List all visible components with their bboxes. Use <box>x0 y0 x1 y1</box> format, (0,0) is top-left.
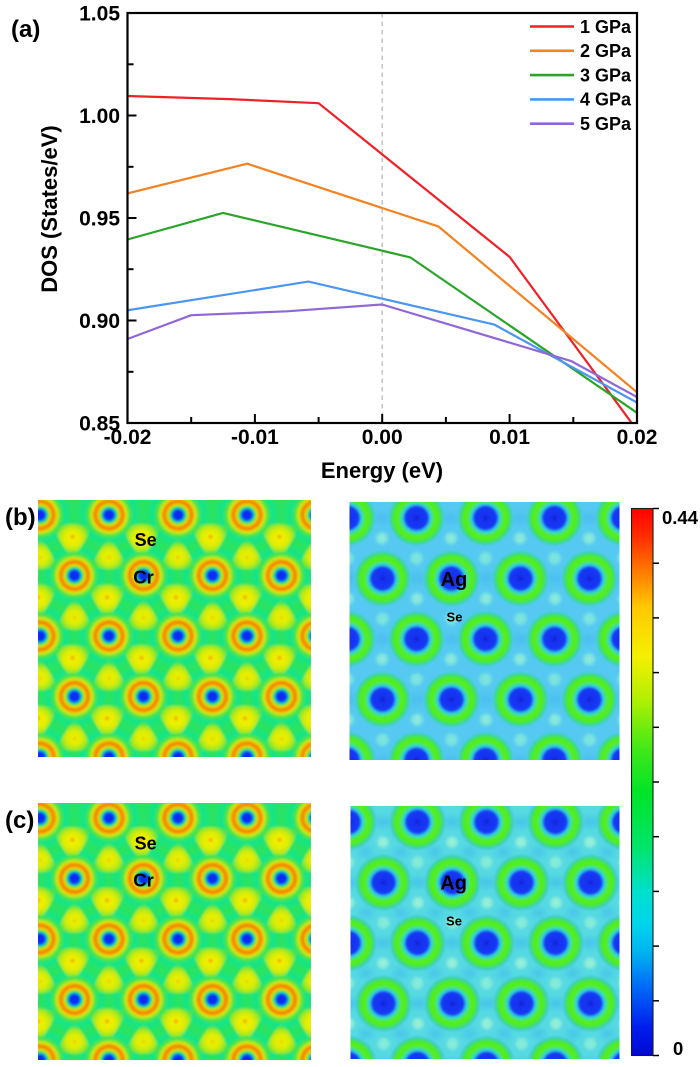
svg-text:1.05: 1.05 <box>79 2 120 25</box>
svg-text:Energy (eV): Energy (eV) <box>321 458 443 483</box>
svg-text:Se: Se <box>135 530 157 550</box>
svg-text:0.95: 0.95 <box>79 207 120 230</box>
svg-text:0.01: 0.01 <box>489 426 530 449</box>
svg-text:Cr: Cr <box>133 870 154 891</box>
svg-text:1.00: 1.00 <box>79 105 120 128</box>
svg-text:DOS (States/eV): DOS (States/eV) <box>37 125 62 293</box>
svg-text:Se: Se <box>135 834 157 854</box>
svg-text:0.44: 0.44 <box>662 507 699 528</box>
svg-text:Ag: Ag <box>440 873 467 895</box>
svg-text:(a): (a) <box>11 16 40 43</box>
svg-text:4 GPa: 4 GPa <box>580 90 632 110</box>
svg-text:Cr: Cr <box>133 567 154 588</box>
svg-text:5 GPa: 5 GPa <box>580 114 632 134</box>
svg-text:1 GPa: 1 GPa <box>580 17 632 37</box>
svg-text:0.02: 0.02 <box>617 426 658 449</box>
svg-text:0: 0 <box>673 1038 683 1059</box>
svg-text:Se: Se <box>447 610 463 625</box>
svg-text:-0.01: -0.01 <box>231 426 279 449</box>
svg-text:Ag: Ag <box>441 569 468 591</box>
svg-text:0.90: 0.90 <box>79 310 120 333</box>
svg-text:0.00: 0.00 <box>362 426 403 449</box>
svg-text:0.85: 0.85 <box>79 412 120 435</box>
svg-text:-0.02: -0.02 <box>104 426 152 449</box>
svg-text:3 GPa: 3 GPa <box>580 65 632 85</box>
svg-text:(c): (c) <box>5 807 34 834</box>
svg-text:Se: Se <box>446 914 462 929</box>
svg-text:2 GPa: 2 GPa <box>580 41 632 61</box>
svg-text:(b): (b) <box>5 504 36 531</box>
